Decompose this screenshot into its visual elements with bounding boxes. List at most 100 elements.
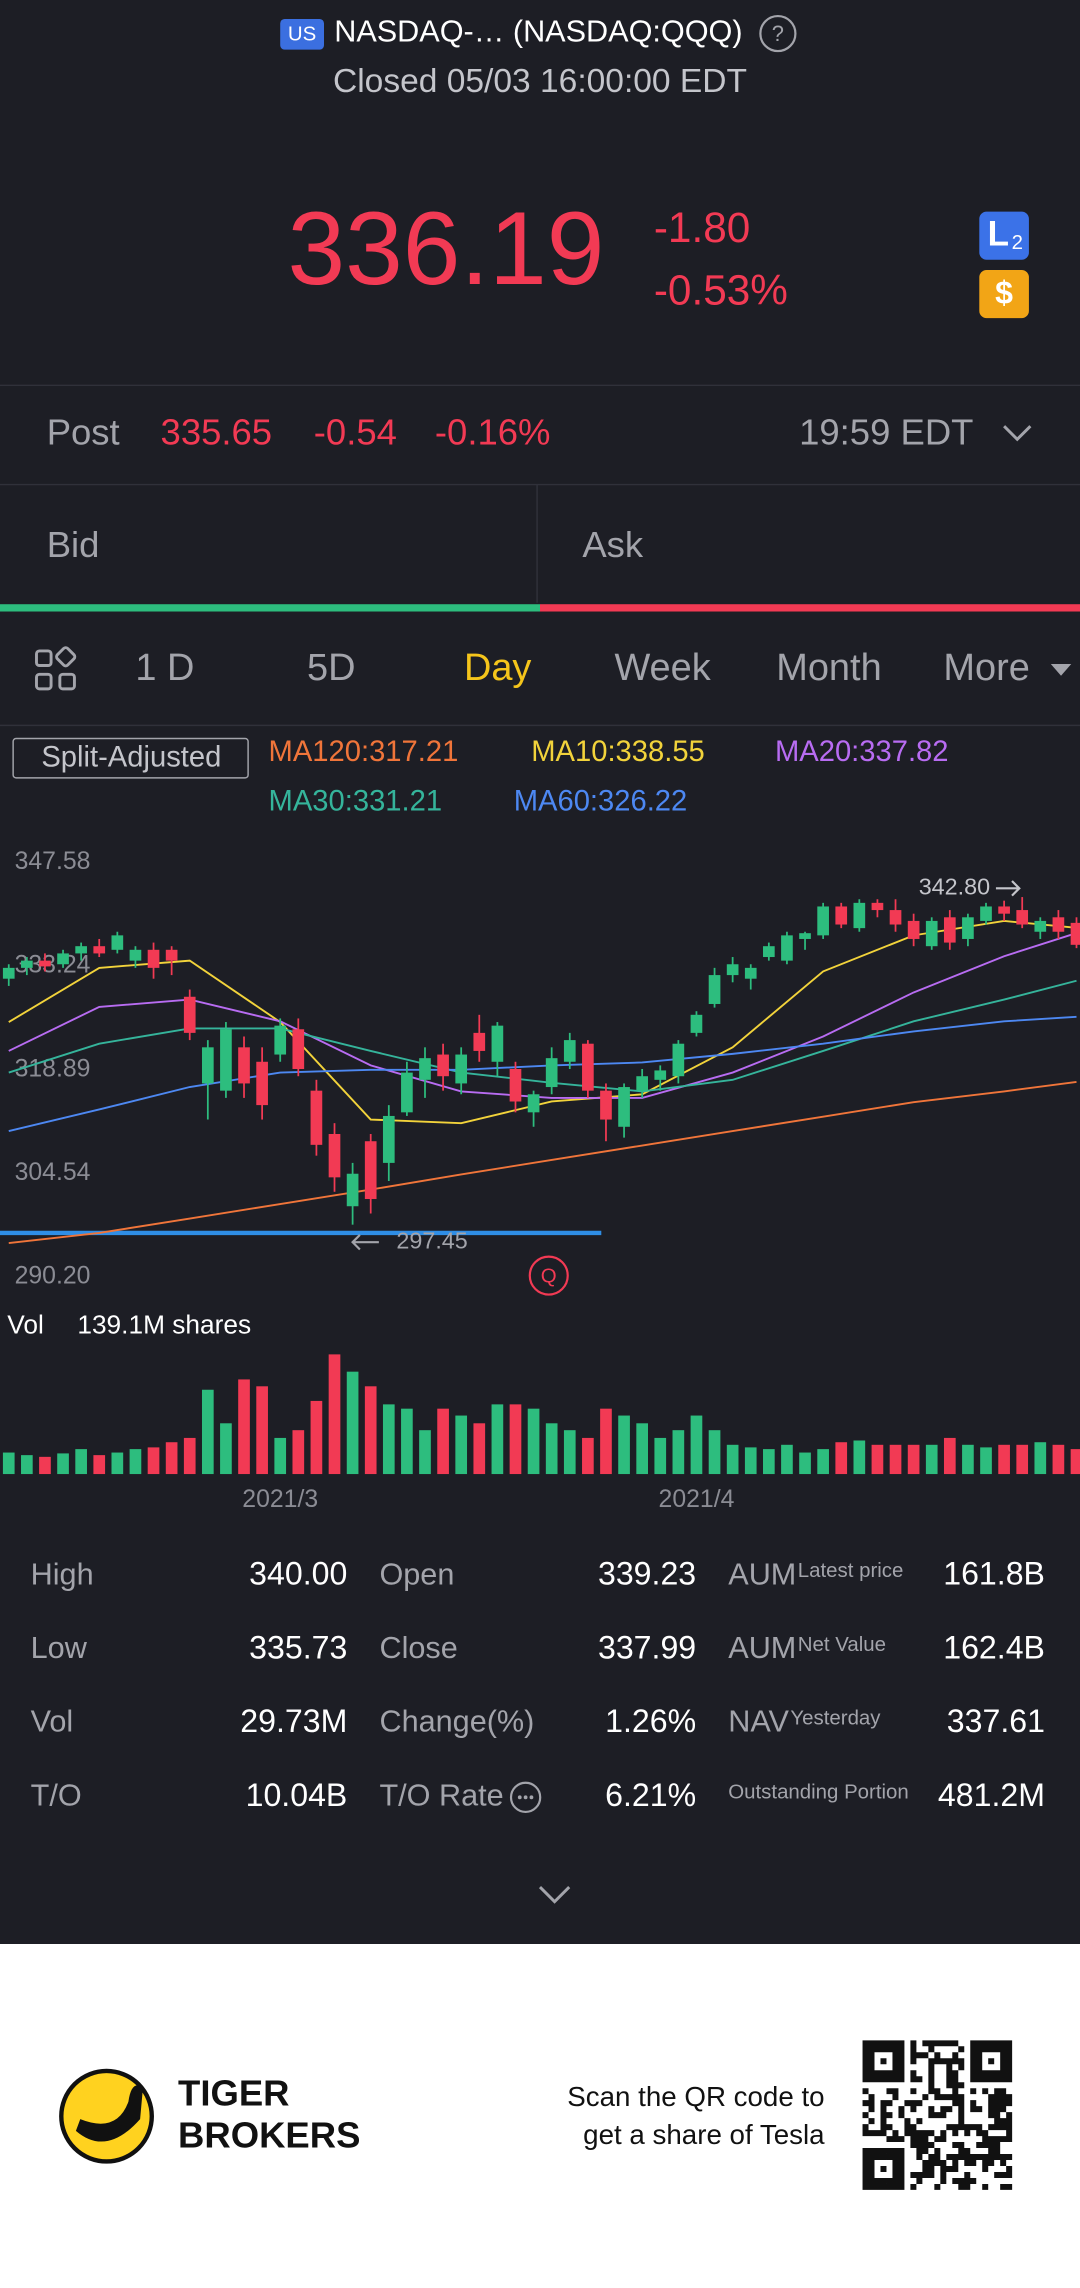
volume-bar <box>2 1452 15 1475</box>
volume-bar <box>618 1415 630 1475</box>
candle-body <box>201 1047 214 1084</box>
volume-bar <box>509 1404 522 1475</box>
candle-body <box>238 1047 250 1084</box>
stat-value: 335.73 <box>249 1629 347 1665</box>
info-dot[interactable] <box>529 1795 534 1800</box>
stat-sublabel: Outstanding Portion <box>728 1781 909 1803</box>
candle-body <box>636 1076 648 1091</box>
volume-bar <box>310 1400 323 1475</box>
stat-label: T/O <box>31 1778 82 1812</box>
candle-body <box>817 906 829 936</box>
candle-body <box>382 1115 395 1163</box>
tab[interactable]: Day <box>464 647 531 689</box>
currency-badge[interactable] <box>979 270 1029 319</box>
candle-body <box>708 975 721 1004</box>
stat-value: 337.99 <box>598 1629 696 1665</box>
candle-body <box>907 920 920 939</box>
info-icon[interactable] <box>509 1781 542 1814</box>
candle-body <box>183 996 196 1033</box>
stat-label: Open <box>379 1557 454 1591</box>
stat-label: AUM <box>728 1631 796 1665</box>
info-dot[interactable] <box>517 1795 522 1800</box>
candle-body <box>57 953 69 965</box>
more-triangle[interactable] <box>1050 664 1072 676</box>
level2-badge[interactable] <box>979 211 1029 260</box>
help-text[interactable]: ? <box>772 21 784 46</box>
event-marker-text[interactable]: Q <box>541 1265 557 1287</box>
volume-bar <box>21 1455 33 1475</box>
candle-body <box>93 946 106 954</box>
expand-icon[interactable] <box>1003 425 1032 442</box>
candle-body <box>328 1134 341 1178</box>
candle-body <box>21 960 33 968</box>
split-label[interactable]: Split-Adjusted <box>41 742 221 774</box>
tab[interactable]: More <box>943 647 1029 689</box>
volume-bar <box>582 1437 594 1475</box>
post-time[interactable]: 19:59 EDT <box>799 412 973 453</box>
volume-bar <box>654 1437 667 1475</box>
candle-body <box>582 1043 594 1091</box>
event-marker[interactable] <box>528 1255 569 1296</box>
legend-entry: MA30:331.21 <box>269 785 443 817</box>
volume-bar <box>183 1437 196 1475</box>
stat-label: T/O Rate <box>379 1778 503 1812</box>
candle-body <box>129 949 142 961</box>
help-icon[interactable] <box>759 14 797 53</box>
candle-body <box>2 967 15 979</box>
split-box[interactable] <box>12 737 249 779</box>
volume-bar <box>962 1444 974 1475</box>
stat-value: 1.26% <box>605 1703 696 1739</box>
volume-bar <box>274 1437 287 1475</box>
candle-body <box>744 967 757 979</box>
volume-bar <box>401 1408 413 1475</box>
x-tick-label: 2021/3 <box>242 1486 318 1513</box>
legend-entry: MA120:317.21 <box>269 736 459 768</box>
volume-bar <box>165 1442 178 1475</box>
candle-body <box>672 1043 685 1077</box>
candle-body <box>654 1070 667 1080</box>
volume-bar <box>1052 1444 1065 1475</box>
stat-value: 6.21% <box>605 1777 696 1813</box>
volume-bar <box>980 1447 992 1475</box>
volume-bar <box>346 1371 359 1475</box>
volume-bar <box>292 1430 305 1475</box>
stat-value: 337.61 <box>947 1703 1045 1739</box>
footer-message: Scan the QR code to <box>567 2081 824 2112</box>
volume-bar <box>111 1452 124 1475</box>
level2-letter[interactable]: L <box>988 215 1009 254</box>
volume-bar <box>57 1453 69 1475</box>
layout-icon[interactable] <box>35 646 77 691</box>
candle-body <box>165 949 178 961</box>
high-arrow <box>995 880 1021 897</box>
volume-bar <box>75 1449 87 1475</box>
candle-body <box>401 1072 413 1113</box>
candle-body <box>763 946 775 958</box>
candle-body <box>781 935 793 961</box>
y-tick-label: 304.54 <box>15 1159 91 1186</box>
brand-line: BROKERS <box>178 2115 360 2156</box>
volume-bar <box>382 1404 395 1475</box>
post-price: 335.65 <box>161 412 273 453</box>
currency-text[interactable]: $ <box>995 274 1013 310</box>
level2-digit[interactable]: 2 <box>1012 232 1023 254</box>
volume-bar <box>491 1404 504 1475</box>
volume-bar <box>545 1423 558 1475</box>
candle-body <box>437 1054 449 1077</box>
more-chevron[interactable] <box>538 1886 571 1904</box>
tab[interactable]: 5D <box>307 647 356 689</box>
candle-body <box>545 1058 558 1088</box>
candle-body <box>111 935 124 950</box>
tab[interactable]: Week <box>614 647 711 689</box>
candle-body <box>799 933 811 939</box>
volume-bar <box>763 1449 775 1475</box>
candle-body <box>256 1061 268 1106</box>
change-pct: -0.53% <box>654 267 788 314</box>
tab[interactable]: Month <box>776 647 881 689</box>
volume-bar <box>943 1437 956 1475</box>
volume-bar <box>364 1386 377 1475</box>
tab[interactable]: 1 D <box>135 647 194 689</box>
volume-bar <box>328 1354 341 1475</box>
volume-bar <box>907 1444 920 1475</box>
volume-bar <box>238 1379 250 1475</box>
info-dot[interactable] <box>523 1795 528 1800</box>
